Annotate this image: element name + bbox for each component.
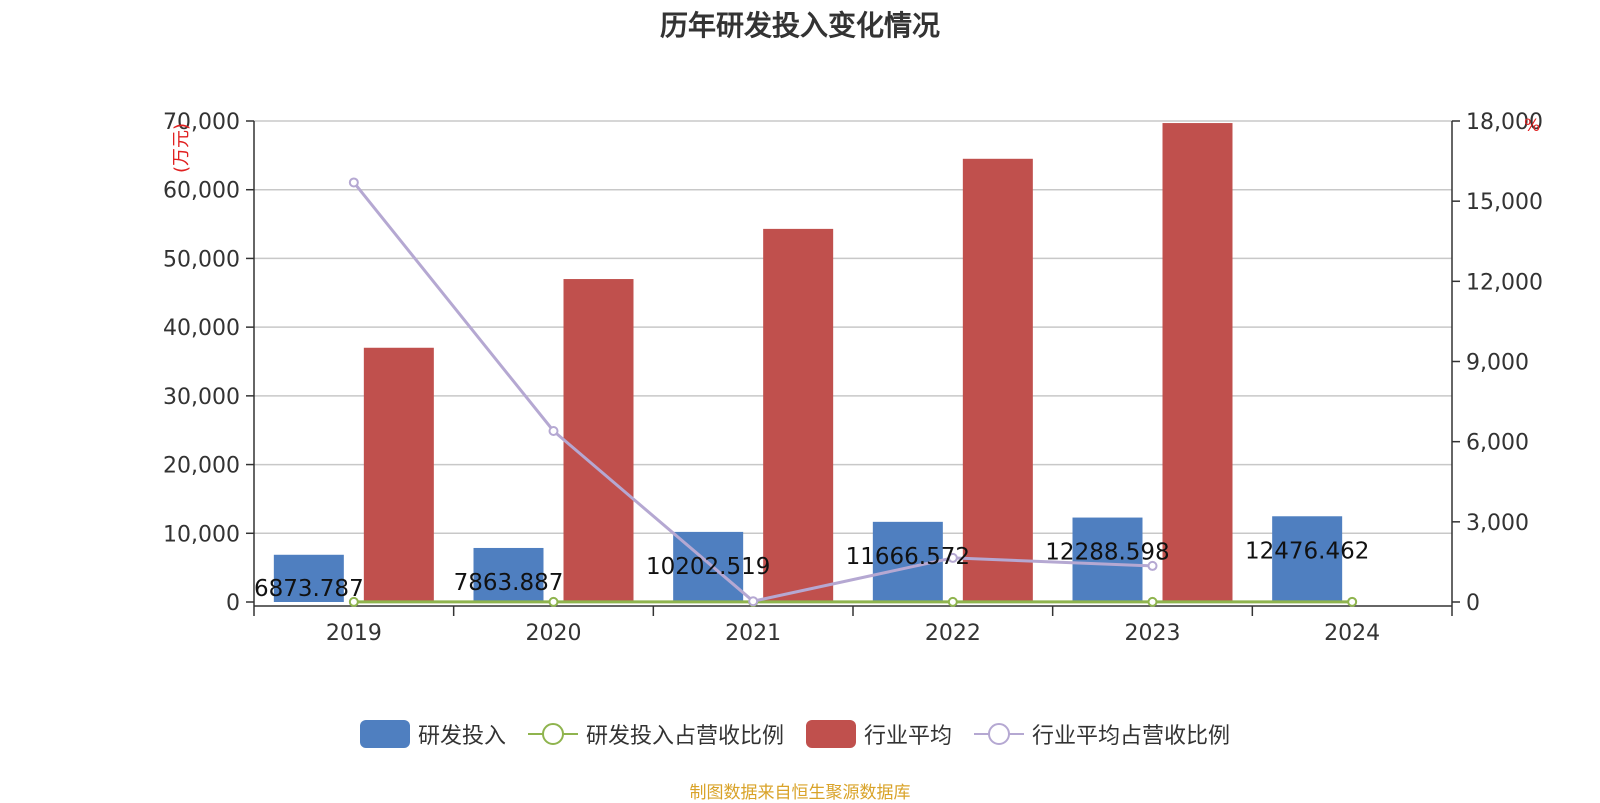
x-tick-label: 2022 [925,621,981,646]
x-tick-label: 2023 [1125,621,1181,646]
data-label-rd-investment: 11666.572 [846,544,970,570]
x-tick-label: 2020 [526,621,582,646]
x-tick-label: 2019 [326,621,382,646]
right-tick-label: 9,000 [1466,351,1529,376]
data-label-rd-investment: 12476.462 [1245,538,1369,564]
right-tick-label: 6,000 [1466,431,1529,456]
legend-swatch-rd-investment [360,720,410,748]
point-rd-ratio [1149,598,1157,606]
left-tick-label: 10,000 [163,522,240,547]
legend-item-rd-investment[interactable]: 研发投入 [360,718,506,750]
x-tick-label: 2024 [1324,621,1380,646]
data-label-rd-investment: 10202.519 [646,554,770,580]
right-tick-label: 0 [1466,591,1480,616]
left-tick-label: 20,000 [163,454,240,479]
left-tick-label: 60,000 [163,179,240,204]
right-unit-label: % [1524,116,1540,136]
point-rd-ratio [949,598,957,606]
legend-swatch-industry-avg [806,720,856,748]
legend-label-industry-avg: 行业平均 [864,718,952,750]
legend-swatch-industry-ratio [974,720,1024,748]
point-industry-ratio [350,178,358,186]
point-industry-ratio [550,427,558,435]
legend: 研发投入 研发投入占营收比例 行业平均 行业平均占营收比例 [0,718,1600,750]
x-tick-label: 2021 [725,621,781,646]
right-tick-label: 12,000 [1466,270,1543,295]
legend-item-rd-ratio[interactable]: 研发投入占营收比例 [528,718,784,750]
point-rd-ratio [550,598,558,606]
bar-industry-avg [763,229,833,602]
legend-label-industry-ratio: 行业平均占营收比例 [1032,718,1230,750]
bar-industry-avg [963,159,1033,602]
data-label-rd-investment: 12288.598 [1045,540,1169,566]
data-label-rd-investment: 7863.887 [454,570,564,596]
right-tick-label: 15,000 [1466,190,1543,215]
left-tick-label: 50,000 [163,247,240,272]
legend-swatch-rd-ratio [528,720,578,748]
left-tick-label: 30,000 [163,385,240,410]
left-tick-label: 40,000 [163,316,240,341]
point-rd-ratio [1348,598,1356,606]
right-tick-label: 3,000 [1466,511,1529,536]
legend-item-industry-avg[interactable]: 行业平均 [806,718,952,750]
source-note: 制图数据来自恒生聚源数据库 [0,778,1600,803]
bar-industry-avg [364,348,434,602]
legend-item-industry-ratio[interactable]: 行业平均占营收比例 [974,718,1230,750]
left-unit-label: (万元) [171,123,192,173]
bar-industry-avg [1163,123,1233,602]
left-tick-label: 0 [226,591,240,616]
data-label-rd-investment: 6873.787 [254,576,364,602]
legend-label-rd-investment: 研发投入 [418,718,506,750]
legend-label-rd-ratio: 研发投入占营收比例 [586,718,784,750]
bar-industry-avg [564,279,634,602]
point-industry-ratio [749,597,757,605]
